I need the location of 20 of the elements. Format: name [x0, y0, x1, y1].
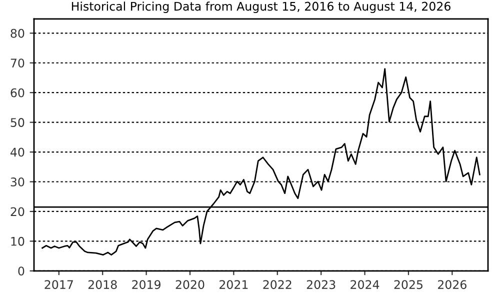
x-tick-label: 2021: [220, 280, 248, 290]
y-tick-label: 80: [10, 28, 24, 38]
chart-title: Historical Pricing Data from August 15, 2016 to August 14, 2026: [72, 2, 450, 14]
x-tick-label: 2019: [132, 280, 160, 290]
y-tick-label: 50: [10, 118, 24, 127]
y-tick-label: 30: [10, 177, 24, 186]
x-tick-label: 2017: [44, 280, 73, 290]
x-tick-label: 2024: [350, 280, 380, 290]
x-tick-label: 2018: [88, 280, 117, 290]
x-tick-label: 2026: [438, 280, 466, 290]
x-tick-label: 2022: [263, 280, 292, 290]
y-tick-label: 0: [18, 266, 24, 276]
y-tick-label: 60: [10, 88, 24, 98]
x-tick-label: 2025: [394, 280, 422, 290]
y-tick-label: 70: [10, 58, 24, 68]
x-tick-label: 2020: [176, 280, 204, 290]
x-tick-label: 2023: [306, 280, 336, 290]
y-tick-label: 10: [11, 236, 24, 246]
y-tick-label: 40: [10, 148, 24, 157]
y-tick-label: 20: [10, 207, 24, 216]
